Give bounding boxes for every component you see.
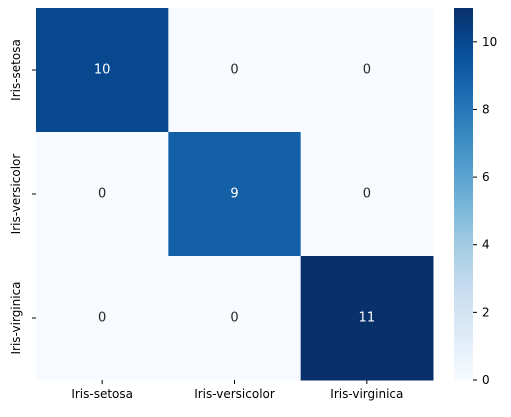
cell-value-label: 11 xyxy=(359,311,376,326)
y-axis: Iris-setosa Iris-versicolor Iris-virginica xyxy=(9,39,36,355)
heatmap-cell xyxy=(300,8,434,133)
colorbar-tick-label: 2 xyxy=(482,305,490,319)
cell-annotations: 10 0 0 0 9 0 0 0 11 xyxy=(94,63,375,326)
heatmap-cell xyxy=(168,132,302,257)
x-tick-label: Iris-setosa xyxy=(71,387,133,401)
y-tick-label: Iris-virginica xyxy=(9,281,23,354)
heatmap-cells xyxy=(36,8,434,381)
cell-value-label: 10 xyxy=(94,63,111,78)
cell-value-label: 0 xyxy=(98,187,106,202)
colorbar-tick-label: 10 xyxy=(482,35,497,49)
colorbar-gradient xyxy=(454,8,473,380)
cell-value-label: 0 xyxy=(230,311,238,326)
cell-value-label: 0 xyxy=(363,63,371,78)
x-tick-label: Iris-versicolor xyxy=(194,387,275,401)
x-axis: Iris-setosa Iris-versicolor Iris-virginica xyxy=(71,380,403,401)
colorbar: 0 2 4 6 8 10 xyxy=(454,8,497,387)
colorbar-tick-label: 6 xyxy=(482,170,490,184)
colorbar-tick-label: 0 xyxy=(482,373,490,387)
heatmap-cell xyxy=(36,256,169,381)
heatmap-cell xyxy=(300,256,434,381)
x-tick-label: Iris-virginica xyxy=(330,387,403,401)
heatmap-cell xyxy=(168,8,302,133)
cell-value-label: 0 xyxy=(363,187,371,202)
cell-value-label: 9 xyxy=(230,187,238,202)
colorbar-tick-label: 8 xyxy=(482,102,490,116)
cell-value-label: 0 xyxy=(230,63,238,78)
colorbar-tick-label: 4 xyxy=(482,238,490,252)
cell-value-label: 0 xyxy=(98,311,106,326)
y-tick-label: Iris-versicolor xyxy=(9,154,23,235)
y-tick-label: Iris-setosa xyxy=(9,39,23,101)
heatmap-cell xyxy=(36,132,169,257)
heatmap-cell xyxy=(300,132,434,257)
heatmap-cell xyxy=(168,256,302,381)
heatmap-cell xyxy=(36,8,169,133)
